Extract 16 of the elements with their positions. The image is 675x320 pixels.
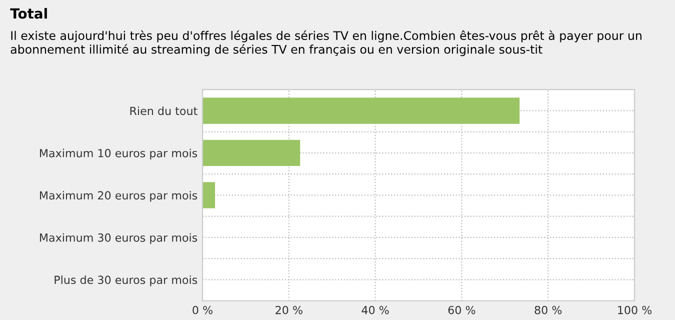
y-tick-label: Plus de 30 euros par mois — [54, 275, 198, 286]
bar — [202, 182, 216, 208]
bar — [202, 140, 300, 166]
y-tick-label: Rien du tout — [130, 106, 198, 116]
text: Total — [10, 8, 47, 19]
x-tick-label: 60 % — [448, 306, 476, 314]
x-tick-label: 80 % — [534, 306, 562, 314]
bar — [202, 98, 520, 124]
x-tick-label: 20 % — [276, 306, 302, 314]
y-tick-label: Maximum 30 euros par mois — [40, 233, 198, 244]
chart-subtitle: Il existe aujourd'hui très peu d'offres légales de séries TV en ligne.Combien êtes-vous prêt à payer pour un abonnement illimité au streaming de séries TV en français ou en version originale sous-tit — [10, 30, 642, 56]
x-tick-label: 40 % — [362, 306, 389, 314]
x-tick-label: 100 % — [618, 306, 652, 314]
x-tick-label: 0 % — [192, 306, 212, 314]
y-tick-label: Maximum 20 euros par mois — [40, 190, 198, 202]
y-tick-label: Maximum 10 euros par mois — [40, 148, 198, 160]
